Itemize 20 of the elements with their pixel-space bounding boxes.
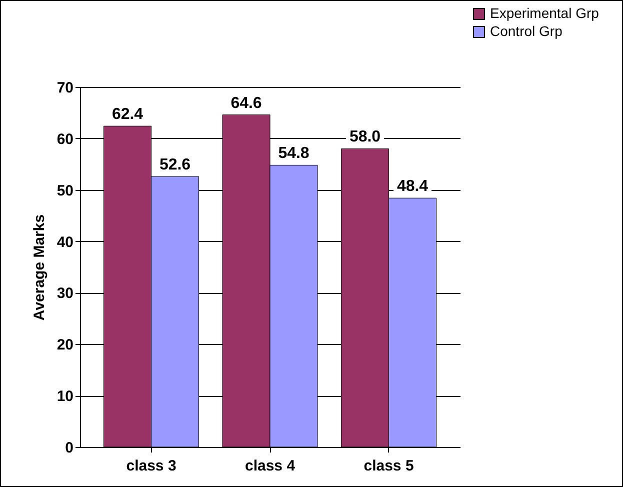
x-tick-label: class 3 xyxy=(126,458,176,474)
y-tick-label: 40 xyxy=(56,234,74,251)
data-label: 54.8 xyxy=(278,145,310,162)
data-label: 58.0 xyxy=(349,128,381,146)
legend-label: Experimental Grp xyxy=(490,5,600,21)
x-tick-label: class 4 xyxy=(244,458,296,474)
y-tick-label: 60 xyxy=(56,130,74,148)
data-label: 62.4 xyxy=(112,106,144,124)
y-tick-label: 0 xyxy=(65,440,74,456)
y-tick-label: 10 xyxy=(56,388,74,406)
y-tick-label: 50 xyxy=(56,182,74,200)
legend-label: Control Grp xyxy=(490,23,563,39)
data-label: 48.4 xyxy=(396,178,428,196)
x-tick-label: class 5 xyxy=(364,458,414,474)
y-tick-label: 70 xyxy=(56,80,74,96)
y-axis-title: Average Marks xyxy=(30,214,48,321)
data-label: 52.6 xyxy=(159,156,191,174)
data-label: 64.6 xyxy=(230,94,262,112)
y-tick-label: 20 xyxy=(56,336,74,354)
y-tick-label: 30 xyxy=(56,285,74,302)
